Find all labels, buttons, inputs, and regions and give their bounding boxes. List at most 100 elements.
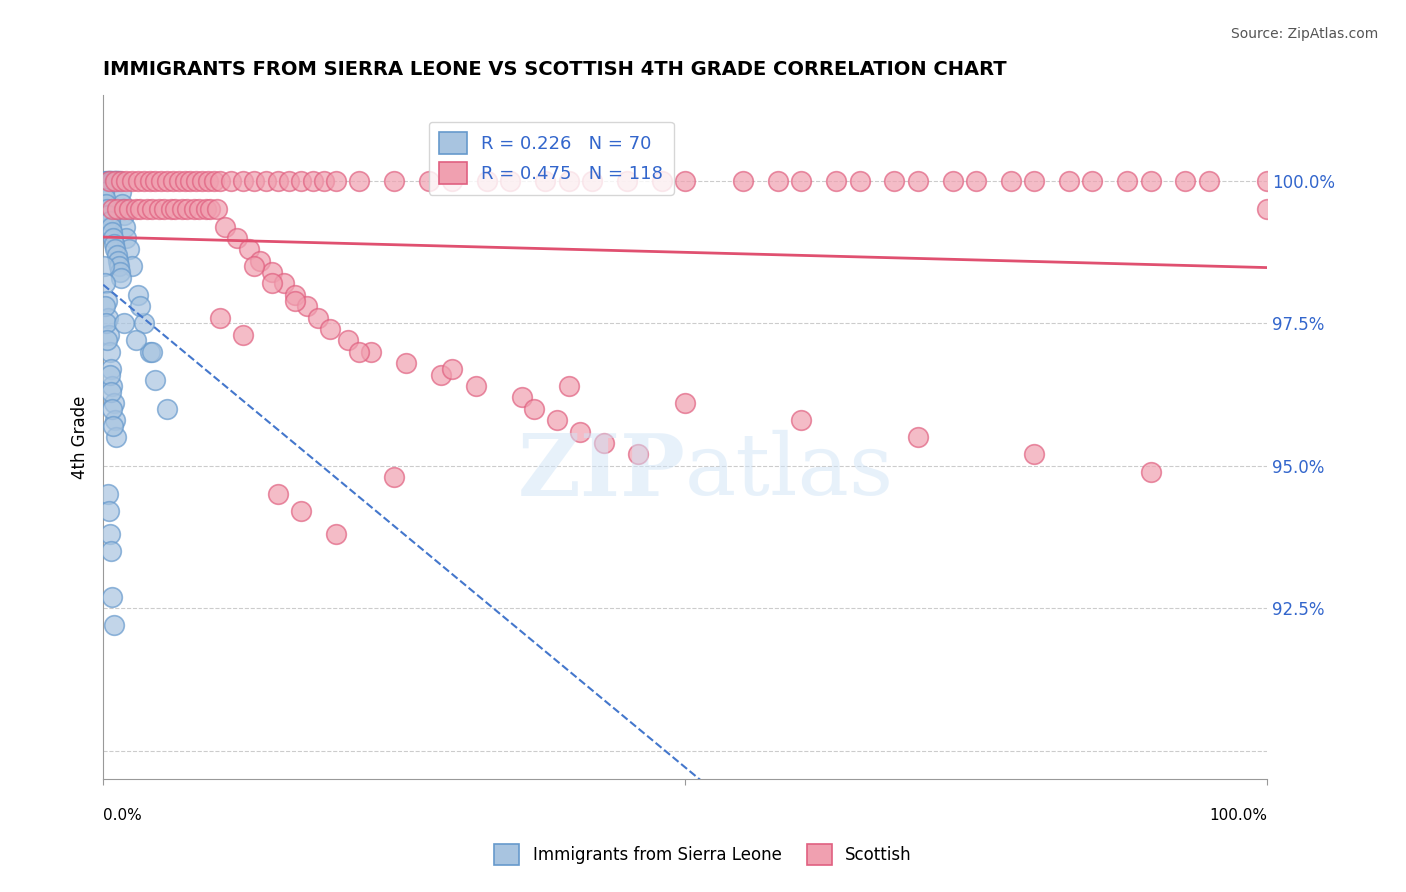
Point (238, 242, 260, 256)
Point (243, 260, 266, 274)
Point (205, 202, 228, 217)
Point (790, 413, 813, 427)
Point (103, 618, 125, 632)
Point (848, 174, 870, 188)
Point (1116, 174, 1139, 188)
Point (325, 174, 347, 188)
Point (546, 413, 568, 427)
Point (98, 174, 121, 188)
Point (441, 174, 464, 188)
Point (104, 174, 127, 188)
Text: 0.0%: 0.0% (103, 808, 142, 823)
Point (197, 174, 219, 188)
Point (110, 174, 132, 188)
Point (94, 277, 117, 291)
Point (93, 186, 115, 200)
Point (260, 277, 283, 291)
Point (107, 253, 129, 268)
Point (101, 590, 124, 604)
Point (429, 368, 451, 382)
Point (232, 327, 254, 342)
Point (336, 334, 359, 348)
Point (97, 174, 120, 188)
Point (214, 219, 236, 234)
Y-axis label: 4th Grade: 4th Grade (72, 396, 89, 479)
Point (226, 231, 249, 245)
Point (360, 344, 382, 359)
Point (278, 174, 301, 188)
Point (114, 219, 136, 234)
Point (150, 174, 173, 188)
Point (290, 174, 312, 188)
Point (441, 362, 464, 376)
Point (1256, 174, 1278, 188)
Point (569, 425, 592, 439)
Point (97, 504, 120, 518)
Point (616, 174, 638, 188)
Point (104, 242, 127, 256)
Text: ZIP: ZIP (517, 430, 685, 514)
Point (98, 344, 121, 359)
Point (382, 470, 405, 484)
Point (1139, 465, 1161, 479)
Point (183, 202, 205, 217)
Point (94, 299, 117, 313)
Point (129, 202, 152, 217)
Point (101, 379, 124, 393)
Point (97, 487, 120, 501)
Point (156, 174, 179, 188)
Point (165, 202, 187, 217)
Point (187, 202, 209, 217)
Point (942, 174, 965, 188)
Point (136, 202, 159, 217)
Point (100, 219, 122, 234)
Point (1024, 174, 1046, 188)
Point (156, 401, 179, 416)
Point (295, 299, 318, 313)
Point (107, 174, 129, 188)
Point (198, 202, 221, 217)
Point (557, 379, 579, 393)
Text: Source: ZipAtlas.com: Source: ZipAtlas.com (1230, 27, 1378, 41)
Point (138, 344, 160, 359)
Point (347, 174, 370, 188)
Point (94, 191, 117, 205)
Point (167, 174, 190, 188)
Point (883, 174, 905, 188)
Point (118, 242, 141, 256)
Point (97, 208, 120, 222)
Point (273, 277, 295, 291)
Point (93, 260, 115, 274)
Point (111, 202, 134, 217)
Point (907, 430, 929, 444)
Point (202, 174, 225, 188)
Point (100, 544, 122, 558)
Point (176, 202, 198, 217)
Point (825, 174, 848, 188)
Point (733, 174, 755, 188)
Point (108, 265, 131, 279)
Point (208, 310, 231, 325)
Point (267, 174, 290, 188)
Point (103, 236, 125, 251)
Point (115, 174, 138, 188)
Point (101, 401, 124, 416)
Point (138, 174, 160, 188)
Point (97, 174, 120, 188)
Point (219, 174, 242, 188)
Point (1256, 202, 1278, 217)
Point (325, 527, 347, 541)
Point (790, 174, 813, 188)
Point (94, 317, 117, 331)
Point (98, 214, 121, 228)
Point (766, 174, 789, 188)
Point (260, 265, 283, 279)
Point (141, 344, 163, 359)
Point (1139, 174, 1161, 188)
Point (319, 322, 342, 336)
Point (267, 487, 290, 501)
Point (96, 202, 118, 217)
Point (110, 186, 132, 200)
Point (557, 174, 579, 188)
Point (907, 174, 929, 188)
